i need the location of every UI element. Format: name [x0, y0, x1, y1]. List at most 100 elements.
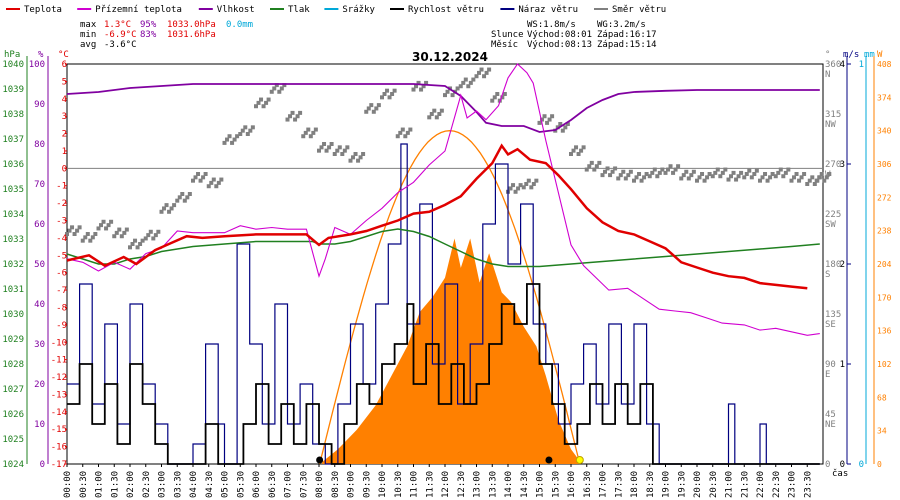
- direction-sample: [710, 174, 715, 179]
- direction-sample: [695, 178, 699, 183]
- direction-sample: [655, 174, 660, 179]
- direction-sample: [177, 195, 182, 200]
- direction-sample: [443, 93, 447, 98]
- direction-sample: [603, 169, 608, 174]
- direction-sample: [545, 120, 550, 125]
- y-tick-solar: 68: [877, 393, 887, 402]
- y-tick-temperature: 2: [62, 130, 67, 140]
- direction-sample: [290, 110, 295, 115]
- y-tick-solar: 238: [877, 227, 892, 236]
- direction-sample: [605, 166, 610, 171]
- direction-sample: [219, 177, 224, 182]
- y-tick-humidity: 30: [34, 340, 45, 350]
- direction-sample: [232, 137, 237, 142]
- direction-sample: [301, 134, 306, 139]
- y-tick-wind: 1: [840, 360, 845, 370]
- stat-max-temp: 1.3°C: [104, 20, 131, 30]
- x-tick-label: 14:00: [504, 471, 514, 498]
- y-tick-temperature: -2: [56, 199, 67, 209]
- direction-sample: [581, 145, 586, 150]
- direction-sample: [634, 175, 639, 180]
- legend-label-humidity: Vlhkost: [217, 5, 255, 15]
- unit-rain: mm: [864, 50, 875, 60]
- direction-sample: [99, 223, 104, 228]
- direction-sample: [414, 84, 419, 89]
- direction-sample: [705, 175, 710, 180]
- direction-sample: [518, 183, 523, 188]
- direction-sample: [707, 172, 712, 176]
- x-tick-label: 01:00: [95, 471, 105, 498]
- direction-sample: [369, 103, 374, 108]
- chart-title: 30.12.2024: [412, 50, 488, 64]
- direction-sample: [652, 167, 657, 172]
- direction-sample: [474, 74, 479, 79]
- legend-label-temperature: Teplota: [24, 5, 62, 15]
- direction-sample: [261, 104, 266, 109]
- y-tick-temperature: -8: [56, 303, 67, 313]
- direction-sample: [162, 206, 167, 211]
- direction-sample: [668, 164, 673, 169]
- direction-sample: [534, 178, 539, 183]
- moonset-marker: [545, 456, 553, 464]
- wind-speed-series: [67, 283, 820, 465]
- x-tick-label: 18:00: [630, 471, 640, 498]
- direction-sample: [742, 175, 747, 180]
- direction-sample: [783, 170, 788, 175]
- direction-sample: [206, 184, 211, 189]
- direction-sample: [288, 114, 293, 119]
- y-tick-direction: 180: [825, 260, 841, 270]
- y-tick-humidity: 100: [29, 60, 45, 70]
- direction-sample: [187, 192, 192, 196]
- direction-sample: [403, 134, 408, 139]
- direction-sample: [356, 158, 361, 163]
- y-tick-direction: 135: [825, 310, 841, 320]
- direction-sample: [700, 172, 705, 176]
- y-tick-solar: 34: [877, 427, 887, 436]
- x-tick-label: 20:00: [693, 471, 703, 498]
- direction-sample: [482, 74, 487, 79]
- direction-sample: [673, 167, 678, 172]
- y-tick-temperature: -12: [51, 373, 67, 383]
- direction-sample: [90, 235, 95, 240]
- direction-sample: [238, 132, 243, 136]
- direction-sample: [77, 225, 82, 230]
- direction-sample: [408, 127, 413, 132]
- y-tick-solar: 408: [877, 60, 892, 69]
- x-tick-label: 16:00: [567, 471, 577, 498]
- direction-sample: [419, 87, 424, 92]
- x-tick-label: 13:30: [488, 471, 498, 498]
- y-tick-pressure: 1029: [2, 335, 24, 345]
- direction-sample: [80, 238, 85, 243]
- solar-layer: [316, 130, 584, 465]
- direction-sample: [697, 175, 702, 180]
- direction-sample: [754, 168, 759, 173]
- direction-sample: [490, 98, 495, 103]
- y-tick-pressure: 1030: [2, 310, 24, 320]
- x-tick-label: 18:30: [646, 471, 656, 498]
- direction-sample: [308, 134, 313, 139]
- direction-sample: [477, 70, 482, 75]
- direction-sample: [138, 242, 143, 246]
- direction-sample: [65, 232, 69, 236]
- y-tick-temperature: 4: [62, 95, 67, 105]
- x-tick-label: 11:30: [425, 471, 435, 498]
- direction-sample: [182, 198, 187, 203]
- direction-sample: [112, 234, 117, 239]
- direction-sample: [563, 125, 568, 130]
- direction-sample: [511, 183, 516, 188]
- y-tick-rain: 0: [859, 460, 864, 470]
- direction-sample: [502, 92, 507, 96]
- direction-sample: [702, 178, 707, 183]
- y-tick-pressure: 1036: [2, 160, 24, 170]
- y-tick-temperature: 3: [62, 112, 67, 122]
- direction-sample: [392, 88, 397, 93]
- sun-rise: Východ:08:01: [527, 30, 592, 40]
- direction-sample: [376, 103, 381, 108]
- x-tick-label: 10:30: [394, 471, 404, 498]
- y-tick-direction-name: NW: [825, 120, 836, 130]
- y-tick-temperature: -7: [56, 286, 67, 296]
- y-tick-direction-name: S: [825, 270, 830, 280]
- direction-sample: [644, 172, 649, 176]
- direction-sample: [295, 114, 300, 119]
